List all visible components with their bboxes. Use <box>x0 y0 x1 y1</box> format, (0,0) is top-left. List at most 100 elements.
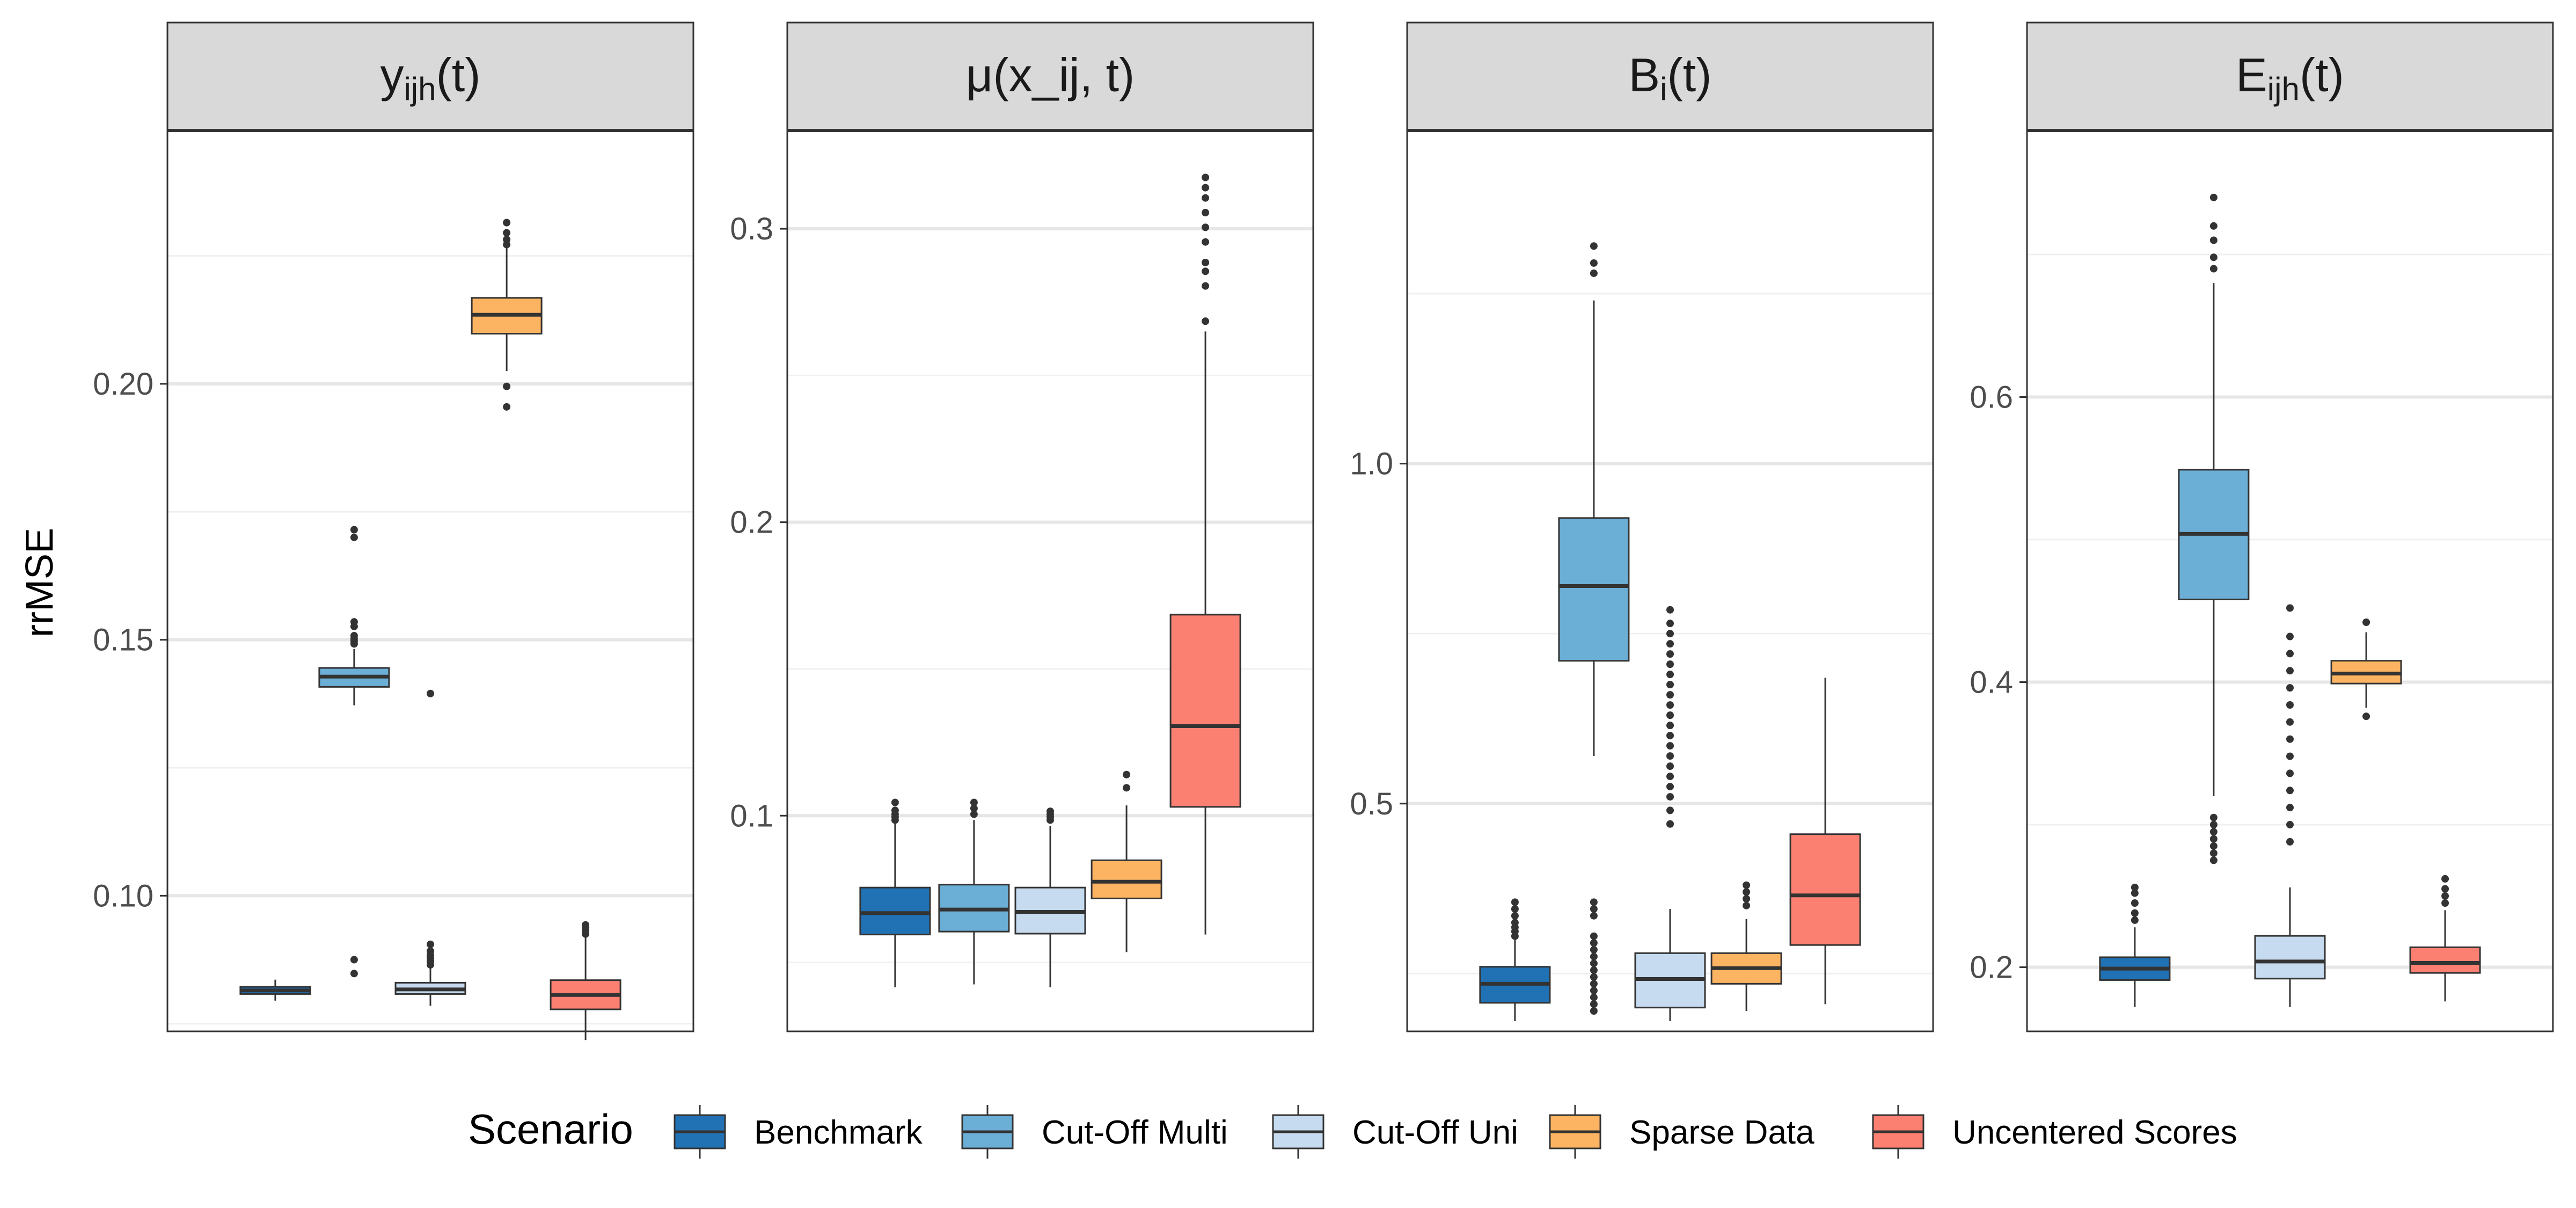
outlier-point <box>1666 671 1674 679</box>
outlier-point <box>427 689 434 697</box>
strip-background <box>786 21 1314 132</box>
box-uncentered-scores <box>1789 678 1861 1005</box>
outlier-point <box>2209 849 2218 857</box>
outlier-point <box>1666 691 1674 699</box>
outlier-point <box>1202 209 1210 217</box>
outlier-point <box>1666 820 1674 828</box>
legend-item-benchmark: Benchmark <box>674 1105 923 1159</box>
outlier-point <box>2209 265 2218 273</box>
outlier-point <box>970 804 978 812</box>
outlier-point <box>1666 681 1674 689</box>
outlier-point <box>1202 184 1210 192</box>
outlier-point <box>350 956 358 964</box>
outlier-point <box>2286 718 2294 726</box>
outlier-point <box>1202 173 1210 181</box>
outlier-point <box>2209 835 2218 843</box>
outlier-point <box>1666 722 1674 730</box>
outlier-point <box>2441 885 2449 893</box>
outlier-point <box>2441 875 2449 883</box>
box-cut-off-uni <box>394 689 466 1006</box>
strip-label: μ(x_ij, t) <box>966 48 1135 101</box>
outlier-point <box>2131 889 2139 897</box>
outlier-point <box>2131 899 2139 907</box>
outlier-point <box>2286 684 2294 692</box>
outlier-point <box>1666 606 1674 614</box>
outlier-point <box>891 806 899 814</box>
outlier-point <box>1666 773 1674 781</box>
outlier-point <box>2209 828 2218 836</box>
box-body <box>1558 517 1630 662</box>
box-cut-off-multi <box>1558 242 1630 1015</box>
outlier-point <box>1666 783 1674 791</box>
y-axis-label: rrMSE <box>18 528 61 637</box>
outlier-point <box>2209 222 2218 230</box>
legend-label: Cut-Off Uni <box>1352 1114 1518 1151</box>
outlier-point <box>1202 282 1210 290</box>
box-benchmark <box>1479 898 1551 1022</box>
outlier-point <box>1666 806 1674 814</box>
outlier-point <box>1590 966 1598 974</box>
outlier-point <box>1202 267 1210 275</box>
outlier-point <box>2286 650 2294 658</box>
y-tick-label: 0.10 <box>93 878 153 913</box>
outlier-point <box>1590 1000 1598 1008</box>
box-body <box>1091 859 1162 899</box>
outlier-point <box>2131 916 2139 924</box>
outlier-point <box>2209 193 2218 201</box>
outlier-point <box>350 618 358 626</box>
box-body <box>2254 935 2326 980</box>
box-sparse-data <box>1091 770 1162 952</box>
outlier-point <box>1666 742 1674 750</box>
outlier-point <box>503 219 511 227</box>
outlier-point <box>2286 821 2294 829</box>
outlier-point <box>1590 1007 1598 1015</box>
y-tick-label: 0.20 <box>93 367 153 402</box>
panel-3: 0.5 1.0 Bi(t) <box>1350 21 1934 1032</box>
outlier-point <box>1590 973 1598 981</box>
outlier-point <box>2441 899 2449 907</box>
outlier-point <box>1511 919 1519 927</box>
box-uncentered-scores <box>1169 173 1241 935</box>
box-cut-off-multi <box>318 526 390 978</box>
outlier-point <box>2286 804 2294 812</box>
box-cut-off-multi <box>938 798 1010 985</box>
outlier-point <box>1666 650 1674 658</box>
outlier-point <box>1666 640 1674 648</box>
box-sparse-data <box>1710 881 1782 1011</box>
outlier-point <box>2286 701 2294 709</box>
legend-item-sparse-data: Sparse Data <box>1549 1105 1814 1159</box>
box-cut-off-uni <box>1634 606 1706 1022</box>
outlier-point <box>1590 912 1598 920</box>
outlier-point <box>1590 905 1598 913</box>
outlier-point <box>2209 813 2218 821</box>
outlier-point <box>350 526 358 534</box>
panel-background <box>2027 130 2553 1031</box>
outlier-point <box>1511 905 1519 913</box>
outlier-point <box>2286 604 2294 612</box>
outlier-point <box>1590 269 1598 277</box>
y-tick-label: 0.5 <box>1350 787 1393 821</box>
legend-label: Cut-Off Multi <box>1042 1114 1228 1151</box>
outlier-point <box>2209 821 2218 829</box>
outlier-point <box>891 798 899 806</box>
box-sparse-data <box>2330 618 2402 721</box>
legend-item-cut-off-uni: Cut-Off Uni <box>1272 1105 1518 1159</box>
y-tick-label: 0.3 <box>730 212 773 246</box>
outlier-point <box>2286 667 2294 675</box>
outlier-point <box>1666 711 1674 719</box>
outlier-point <box>970 798 978 806</box>
outlier-point <box>2362 712 2370 721</box>
outlier-point <box>1590 952 1598 960</box>
outlier-point <box>1666 620 1674 628</box>
strip-label: Bi(t) <box>1628 48 1711 107</box>
strip-background <box>1406 21 1934 132</box>
outlier-point <box>1123 770 1131 778</box>
box-body <box>859 886 931 936</box>
outlier-point <box>2209 856 2218 864</box>
outlier-point <box>2362 618 2370 626</box>
box-uncentered-scores <box>2409 875 2481 1002</box>
panel-2: 0.1 0.2 0.3 μ(x_ij, t) <box>730 21 1314 1032</box>
outlier-point <box>1743 901 1751 909</box>
outlier-point <box>2286 752 2294 760</box>
